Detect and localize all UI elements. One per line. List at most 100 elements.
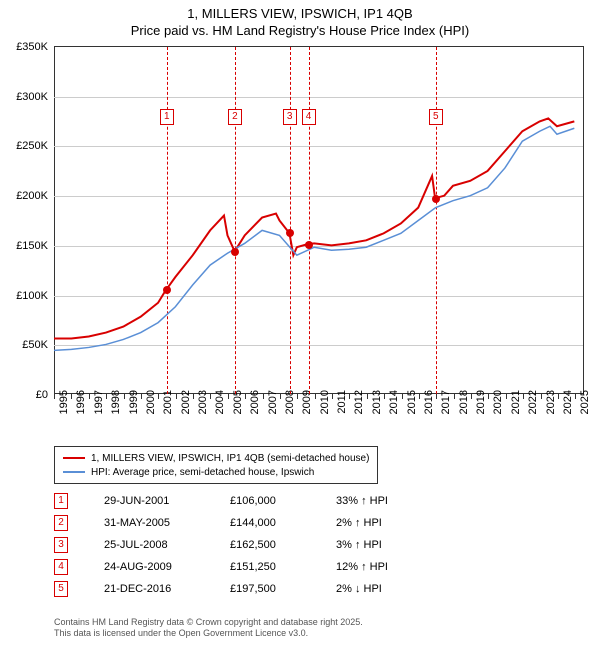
x-tick — [124, 394, 125, 399]
title-line-2: Price paid vs. HM Land Registry's House … — [0, 23, 600, 40]
x-tick-label: 2022 — [527, 390, 539, 430]
x-tick — [141, 394, 142, 399]
x-tick-label: 1995 — [58, 390, 70, 430]
marker-dot — [305, 241, 313, 249]
sales-diff: 33% ↑ HPI — [336, 495, 416, 507]
x-tick — [71, 394, 72, 399]
marker-dot — [432, 195, 440, 203]
legend-swatch — [63, 457, 85, 459]
x-tick-label: 1997 — [93, 390, 105, 430]
sales-date: 24-AUG-2009 — [104, 561, 194, 573]
legend-row: 1, MILLERS VIEW, IPSWICH, IP1 4QB (semi-… — [63, 451, 369, 465]
x-tick — [89, 394, 90, 399]
x-tick — [471, 394, 472, 399]
x-tick-label: 2003 — [197, 390, 209, 430]
legend-label: 1, MILLERS VIEW, IPSWICH, IP1 4QB (semi-… — [91, 453, 369, 464]
x-tick — [193, 394, 194, 399]
x-tick-label: 2014 — [388, 390, 400, 430]
sales-date: 25-JUL-2008 — [104, 539, 194, 551]
x-tick — [280, 394, 281, 399]
x-tick-label: 2021 — [510, 390, 522, 430]
sales-marker: 3 — [54, 537, 68, 553]
line-svg — [54, 47, 583, 394]
sales-diff: 2% ↑ HPI — [336, 517, 416, 529]
marker-box: 4 — [302, 109, 316, 125]
x-tick — [106, 394, 107, 399]
x-tick-label: 2002 — [180, 390, 192, 430]
x-tick — [349, 394, 350, 399]
x-tick — [436, 394, 437, 399]
x-tick — [176, 394, 177, 399]
legend-row: HPI: Average price, semi-detached house,… — [63, 465, 369, 479]
x-tick-label: 2012 — [353, 390, 365, 430]
y-tick-label: £0 — [4, 389, 48, 401]
x-tick — [419, 394, 420, 399]
x-tick — [402, 394, 403, 399]
x-tick-label: 2013 — [371, 390, 383, 430]
x-tick — [367, 394, 368, 399]
sales-diff: 12% ↑ HPI — [336, 561, 416, 573]
chart-title: 1, MILLERS VIEW, IPSWICH, IP1 4QB Price … — [0, 0, 600, 40]
x-tick-label: 2008 — [284, 390, 296, 430]
y-tick-label: £200K — [4, 190, 48, 202]
sales-price: £162,500 — [230, 539, 300, 551]
x-tick-label: 1999 — [128, 390, 140, 430]
marker-box: 3 — [283, 109, 297, 125]
x-tick-label: 2015 — [406, 390, 418, 430]
x-tick-label: 1996 — [75, 390, 87, 430]
x-tick-label: 2016 — [423, 390, 435, 430]
x-tick-label: 2004 — [214, 390, 226, 430]
sales-row: 4 24-AUG-2009 £151,250 12% ↑ HPI — [54, 556, 416, 578]
title-line-1: 1, MILLERS VIEW, IPSWICH, IP1 4QB — [0, 6, 600, 23]
x-tick-label: 2019 — [475, 390, 487, 430]
x-tick — [315, 394, 316, 399]
marker-box: 2 — [228, 109, 242, 125]
x-tick-label: 2007 — [267, 390, 279, 430]
x-tick-label: 2011 — [336, 390, 348, 430]
x-tick — [158, 394, 159, 399]
x-tick — [541, 394, 542, 399]
x-tick — [210, 394, 211, 399]
x-tick — [228, 394, 229, 399]
x-tick-label: 2025 — [579, 390, 591, 430]
sales-row: 521-DEC-2016£197,5002% ↓ HPI — [54, 578, 416, 600]
x-tick-label: 2009 — [301, 390, 313, 430]
x-tick — [384, 394, 385, 399]
legend-swatch — [63, 471, 85, 473]
x-tick — [263, 394, 264, 399]
sales-diff: 3% ↑ HPI — [336, 539, 416, 551]
legend: 1, MILLERS VIEW, IPSWICH, IP1 4QB (semi-… — [54, 446, 378, 484]
marker-dot — [231, 248, 239, 256]
sales-marker: 1 — [54, 493, 68, 509]
y-tick-label: £50K — [4, 339, 48, 351]
marker-dot — [163, 286, 171, 294]
sales-marker: 4 — [54, 559, 68, 575]
marker-dot — [286, 229, 294, 237]
sales-diff: 2% ↓ HPI — [336, 583, 416, 595]
x-tick-label: 2018 — [458, 390, 470, 430]
sales-price: £197,500 — [230, 583, 300, 595]
footer-line-2: This data is licensed under the Open Gov… — [54, 628, 363, 640]
x-tick-label: 2017 — [440, 390, 452, 430]
x-tick-label: 2023 — [545, 390, 557, 430]
footer-line-1: Contains HM Land Registry data © Crown c… — [54, 617, 363, 629]
x-tick — [332, 394, 333, 399]
x-tick — [488, 394, 489, 399]
y-tick-label: £350K — [4, 41, 48, 53]
sales-table: 129-JUN-2001£106,00033% ↑ HPI231-MAY-200… — [54, 490, 416, 600]
y-tick-label: £300K — [4, 91, 48, 103]
sales-date: 31-MAY-2005 — [104, 517, 194, 529]
x-tick — [575, 394, 576, 399]
marker-box: 5 — [429, 109, 443, 125]
x-tick-label: 2005 — [232, 390, 244, 430]
sales-marker: 5 — [54, 581, 68, 597]
x-tick-label: 2000 — [145, 390, 157, 430]
series-line — [54, 118, 574, 338]
y-tick-label: £100K — [4, 290, 48, 302]
footer: Contains HM Land Registry data © Crown c… — [54, 617, 363, 640]
sales-price: £151,250 — [230, 561, 300, 573]
x-tick-label: 1998 — [110, 390, 122, 430]
x-tick — [523, 394, 524, 399]
x-tick-label: 2020 — [492, 390, 504, 430]
sales-row: 129-JUN-2001£106,00033% ↑ HPI — [54, 490, 416, 512]
